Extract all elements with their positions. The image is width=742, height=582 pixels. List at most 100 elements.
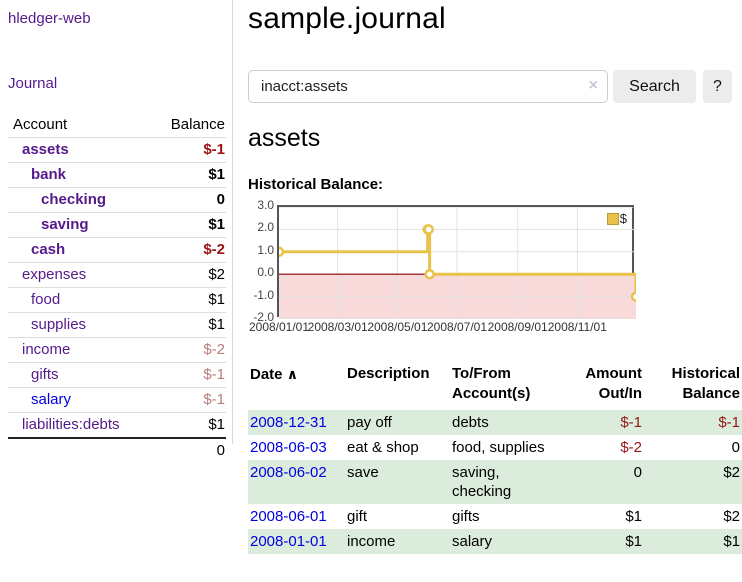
y-tick-label: 1.0: [257, 242, 274, 257]
transaction-balance: $2: [723, 508, 740, 525]
transaction-amount: $1: [625, 508, 642, 525]
register-header-balance: Historical Balance: [671, 365, 740, 402]
register-row[interactable]: 2008-06-03 eat & shop food, supplies $-2 0: [248, 435, 742, 460]
main-content: sample.journal × Search ? assets Histori…: [248, 0, 742, 582]
account-row: liabilities:debts $1: [8, 412, 226, 439]
account-link[interactable]: expenses: [22, 266, 87, 283]
account-link[interactable]: liabilities:debts: [22, 416, 120, 433]
register-row[interactable]: 2008-06-02 save saving, checking 0 $2: [248, 460, 742, 504]
legend-swatch-icon: [606, 212, 619, 225]
transaction-date-link[interactable]: 2008-01-01: [250, 533, 327, 550]
account-balance: $2: [208, 266, 225, 283]
account-row: expenses $2: [8, 262, 226, 288]
account-row: salary $-1: [8, 387, 226, 413]
transaction-description: eat & shop: [347, 439, 419, 456]
balance-chart-svg: [279, 207, 636, 319]
transaction-accounts: debts: [452, 414, 489, 431]
sidebar-divider: [232, 0, 233, 444]
y-tick-label: 3.0: [257, 198, 274, 212]
transaction-accounts: food, supplies: [452, 439, 545, 456]
chart-x-axis-labels: 2008/01/01 2008/03/01 2008/05/01 2008/07/01…: [249, 320, 639, 338]
register-header-row: Date ∧ Description To/From Account(s) Am…: [248, 362, 742, 410]
account-link[interactable]: bank: [31, 166, 67, 183]
account-balance: $-1: [203, 366, 225, 383]
account-row: saving $1: [8, 212, 226, 238]
account-link[interactable]: gifts: [31, 366, 59, 383]
accounts-total-row: 0: [8, 438, 226, 463]
account-balance: $-2: [203, 241, 225, 258]
account-link[interactable]: salary: [31, 391, 72, 408]
clear-search-icon[interactable]: ×: [588, 77, 598, 94]
transaction-amount: $1: [625, 533, 642, 550]
y-tick-label: -2.0: [253, 310, 274, 324]
search-button[interactable]: Search: [613, 70, 696, 103]
y-tick-label: 0.0: [257, 265, 274, 280]
account-balance: $-1: [203, 391, 225, 408]
transaction-balance: $-1: [718, 414, 740, 431]
sidebar-item-journal[interactable]: Journal: [8, 75, 58, 92]
account-link[interactable]: assets: [22, 141, 69, 158]
account-row: checking 0: [8, 187, 226, 213]
register-header-amount: Amount Out/In: [585, 365, 642, 402]
search-input[interactable]: [248, 70, 608, 103]
chart-legend: $: [606, 211, 627, 226]
transaction-date-link[interactable]: 2008-12-31: [250, 414, 327, 431]
transaction-description: income: [347, 533, 396, 550]
account-heading: assets: [248, 124, 321, 152]
x-tick-label: 2008/09/01: [487, 320, 548, 334]
account-link[interactable]: cash: [31, 241, 66, 258]
transaction-accounts: gifts: [452, 508, 480, 525]
transaction-amount: $-1: [620, 414, 642, 431]
register-row[interactable]: 2008-12-31 pay off debts $-1 $-1: [248, 410, 742, 435]
sort-asc-icon: ∧: [286, 366, 299, 382]
transaction-date-link[interactable]: 2008-06-03: [250, 439, 327, 456]
register-header-accounts: To/From Account(s): [452, 365, 531, 402]
account-row: cash $-2: [8, 237, 226, 263]
account-link[interactable]: saving: [41, 216, 89, 233]
transaction-date-link[interactable]: 2008-06-01: [250, 508, 327, 525]
search-row: × Search ?: [248, 70, 742, 103]
account-balance: $-2: [203, 341, 225, 358]
register-header-description: Description: [347, 365, 430, 382]
accounts-table-header: Account Balance: [8, 113, 226, 138]
chart-plot-area: $: [277, 205, 636, 319]
transaction-amount: $-2: [620, 439, 642, 456]
account-balance: $1: [208, 316, 225, 333]
account-link[interactable]: food: [31, 291, 61, 308]
chart-label: Historical Balance:: [248, 176, 384, 193]
account-link[interactable]: supplies: [31, 316, 87, 333]
register-row[interactable]: 2008-01-01 income salary $1 $1: [248, 529, 742, 554]
account-row: assets $-1: [8, 137, 226, 163]
account-row: bank $1: [8, 162, 226, 188]
historical-balance-chart: 3.0 2.0 1.0 0.0 -1.0 -2.0 $ 2008/01/01 2008/03…: [248, 198, 742, 340]
account-balance: $1: [208, 416, 225, 433]
register-header-date[interactable]: Date ∧: [250, 366, 299, 383]
account-balance: $1: [208, 291, 225, 308]
transaction-date-link[interactable]: 2008-06-02: [250, 464, 327, 481]
register-row[interactable]: 2008-06-01 gift gifts $1 $2: [248, 504, 742, 529]
account-row: gifts $-1: [8, 362, 226, 388]
sidebar: hledger-web Journal Account Balance asse…: [0, 0, 232, 463]
app-brand-link[interactable]: hledger-web: [8, 10, 91, 27]
accounts-total-value: 0: [216, 442, 225, 459]
y-tick-label: -1.0: [253, 287, 274, 302]
account-link[interactable]: checking: [41, 191, 107, 208]
transaction-description: gift: [347, 508, 368, 525]
account-balance: $1: [208, 166, 225, 183]
accounts-table: Account Balance assets $-1 bank $1 checking 0…: [8, 113, 226, 463]
account-balance: $1: [208, 216, 225, 233]
transaction-balance: 0: [731, 439, 740, 456]
transaction-accounts: saving, checking: [452, 464, 512, 500]
help-button[interactable]: ?: [703, 70, 732, 103]
page-title: sample.journal: [248, 2, 446, 35]
transaction-description: pay off: [347, 414, 392, 431]
x-tick-label: 2008/11/01: [547, 320, 607, 334]
transaction-balance: $1: [723, 533, 740, 550]
search-box: ×: [248, 70, 608, 103]
account-balance: 0: [216, 191, 225, 208]
transaction-description: save: [347, 464, 379, 481]
account-link[interactable]: income: [22, 341, 71, 358]
y-tick-label: 2.0: [257, 220, 274, 235]
account-row: income $-2: [8, 337, 226, 363]
register-table: Date ∧ Description To/From Account(s) Am…: [248, 362, 742, 554]
